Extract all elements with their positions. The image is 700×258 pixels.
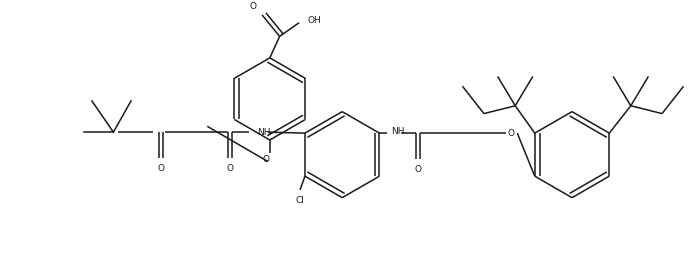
Text: O: O xyxy=(414,165,421,174)
Text: NH: NH xyxy=(391,127,405,136)
Text: O: O xyxy=(262,155,270,164)
Text: NH: NH xyxy=(257,128,271,137)
Text: O: O xyxy=(226,164,233,173)
Text: O: O xyxy=(508,129,515,138)
Text: OH: OH xyxy=(308,16,322,25)
Text: Cl: Cl xyxy=(295,196,304,205)
Text: O: O xyxy=(158,164,164,173)
Text: O: O xyxy=(249,2,256,11)
